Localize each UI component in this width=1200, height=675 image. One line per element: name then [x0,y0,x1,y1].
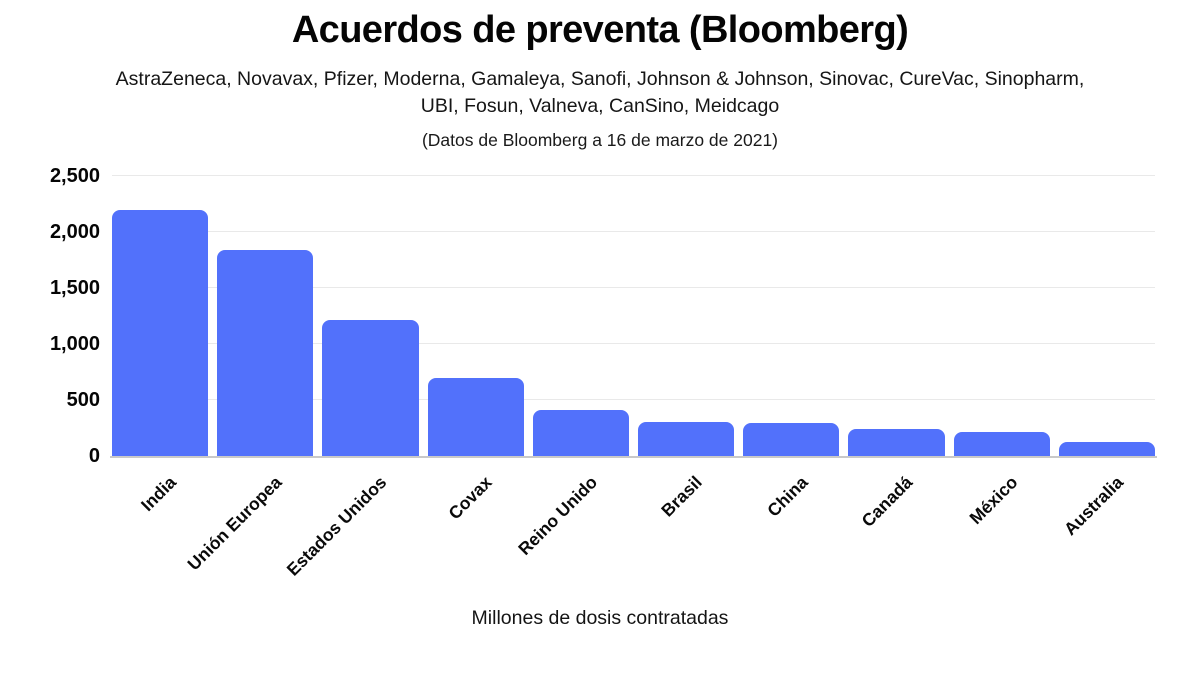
bar-series [112,176,1156,456]
x-tick-label-india: India [137,472,181,516]
x-tick-label-union-europea: Unión Europea [183,472,286,575]
chart-title: Acuerdos de preventa (Bloomberg) [291,9,909,51]
gridline-2500 [112,175,1155,176]
subtitle-line-1: AstraZeneca, Novavax, Pfizer, Moderna, G… [115,68,1085,90]
y-tick-label: 1,500 [49,277,100,299]
x-tick-label-china: China [762,472,812,521]
bar-covax [427,377,524,456]
gridline-2000 [112,231,1155,232]
y-axis: 0 500 1,000 1,500 2,000 2,500 [0,165,100,467]
y-tick-label: 2,500 [49,165,100,187]
bar-india [112,209,209,456]
plot-area [110,175,1157,458]
bar-union-europea [217,250,314,456]
subtitle-line-2: UBI, Fosun, Valneva, CanSino, Meidcago [420,95,780,117]
x-tick-label-mexico: México [965,472,1022,529]
x-axis-title: Millones de dosis contratadas [471,607,729,629]
bar-australia [1058,441,1156,456]
x-tick-label-reino-unido: Reino Unido [514,472,602,560]
x-tick-label-australia: Australia [1059,472,1128,540]
gridline-1000 [112,343,1155,344]
bar-mexico [953,432,1050,456]
gridline-1500 [112,287,1155,288]
bar-china [743,422,840,456]
chart-source-note: (Datos de Bloomberg a 16 de marzo de 202… [421,130,779,150]
x-tick-label-covax: Covax [444,472,496,524]
x-axis-labels: India Unión Europea Estados Unidos Covax Rei… [112,456,1155,596]
chart-subtitle: AstraZeneca, Novavax, Pfizer, Moderna, G… [0,66,1200,120]
bar-estados-unidos [322,320,419,456]
bar-canada [848,429,945,456]
x-tick-label-canada: Canadá [857,472,917,531]
y-tick-label: 2,000 [49,221,100,243]
bar-brasil [638,422,735,456]
x-tick-label-brasil: Brasil [657,472,707,521]
bar-reino-unido [532,409,630,456]
y-tick-label: 1,000 [49,333,100,355]
gridline-500 [112,399,1155,400]
x-axis-line [110,456,1157,458]
x-tick-label-estados-unidos: Estados Unidos [282,472,391,580]
y-tick-label: 0 [88,445,100,467]
y-tick-label: 500 [66,389,100,411]
